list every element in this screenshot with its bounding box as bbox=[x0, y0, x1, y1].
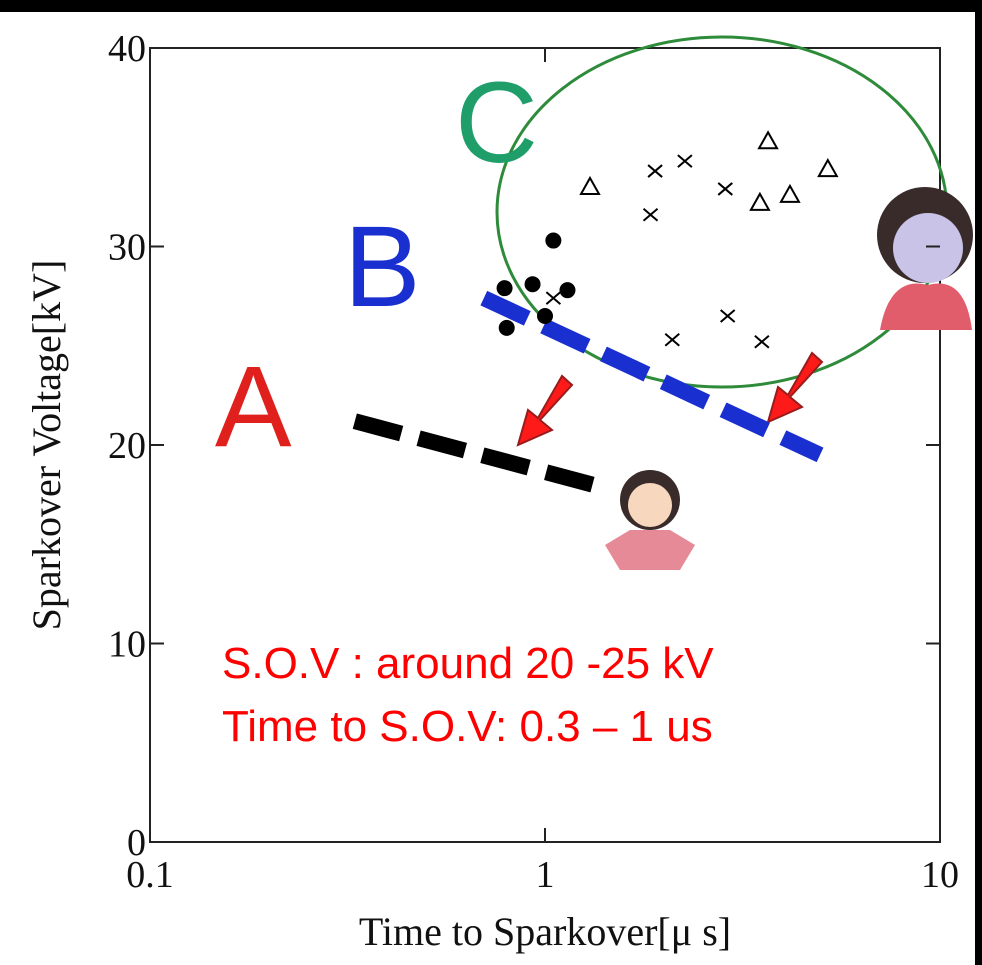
y-axis-label: Sparkover Voltage[kV] bbox=[24, 260, 69, 631]
line-label: B bbox=[344, 203, 421, 331]
point bbox=[677, 154, 693, 168]
trend-line bbox=[480, 290, 824, 463]
point bbox=[642, 207, 659, 222]
note: S.O.V : around 20 -25 kV bbox=[222, 639, 714, 688]
x-tick-label: 1 bbox=[536, 854, 555, 896]
point bbox=[545, 291, 562, 305]
y-tick-label: 10 bbox=[108, 624, 146, 666]
point bbox=[817, 158, 839, 178]
point bbox=[545, 232, 562, 249]
x-axis-label: Time to Sparkover[μ s] bbox=[359, 909, 731, 954]
point bbox=[754, 335, 770, 349]
point bbox=[757, 130, 779, 150]
point bbox=[749, 191, 771, 211]
point bbox=[498, 319, 515, 336]
region-label: C bbox=[455, 59, 538, 187]
arrow bbox=[766, 351, 824, 424]
background bbox=[0, 12, 975, 965]
x-tick-label: 10 bbox=[921, 854, 959, 896]
y-tick-label: 20 bbox=[108, 425, 146, 467]
point bbox=[664, 333, 680, 347]
point bbox=[779, 183, 801, 203]
point bbox=[524, 276, 541, 293]
point bbox=[559, 282, 576, 299]
x-tick-label: 0.1 bbox=[126, 854, 174, 896]
y-tick-label: 30 bbox=[108, 227, 146, 269]
worried-figure bbox=[877, 187, 973, 330]
trend-line bbox=[352, 413, 603, 495]
point bbox=[719, 309, 736, 323]
y-tick-label: 0 bbox=[127, 822, 146, 864]
point bbox=[537, 307, 553, 324]
point bbox=[579, 175, 601, 195]
point bbox=[496, 280, 513, 297]
happy-figure bbox=[605, 470, 695, 570]
y-tick-label: 40 bbox=[108, 28, 146, 70]
note: Time to S.O.V: 0.3 – 1 us bbox=[222, 702, 713, 751]
line-label: A bbox=[215, 343, 292, 471]
arrow bbox=[516, 374, 574, 447]
point bbox=[717, 182, 733, 196]
point bbox=[647, 164, 663, 178]
